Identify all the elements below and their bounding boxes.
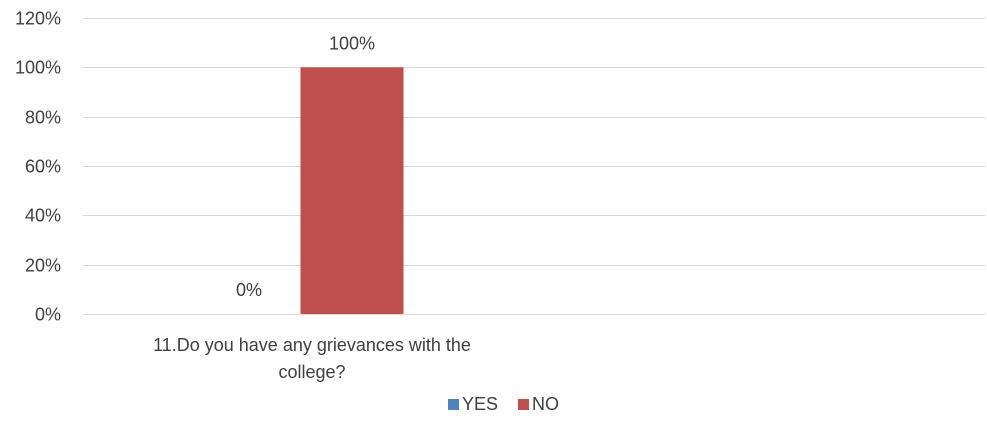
y-tick-label: 20% [25, 256, 61, 276]
bar-no [300, 67, 404, 314]
category-label: college? [278, 362, 345, 382]
data-label-no: 100% [329, 33, 375, 53]
legend-swatch-no [518, 399, 529, 410]
legend-label-yes: YES [462, 394, 498, 414]
y-tick-label: 100% [15, 58, 61, 78]
y-tick-label: 60% [25, 157, 61, 177]
legend: YES NO [448, 394, 559, 414]
legend-label-no: NO [532, 394, 559, 414]
y-tick-label: 40% [25, 206, 61, 226]
legend-swatch-yes [448, 399, 459, 410]
gridlines [83, 18, 985, 315]
category-label: 11.Do you have any grievances with the [153, 335, 471, 355]
y-tick-label: 80% [25, 108, 61, 128]
category-labels: 11.Do you have any grievances with the co… [153, 335, 471, 382]
y-tick-label: 120% [15, 9, 61, 29]
y-axis-tick-labels: 0% 20% 40% 60% 80% 100% 120% [15, 9, 61, 325]
bars [300, 67, 404, 314]
y-tick-label: 0% [35, 305, 61, 325]
data-labels: 0% 100% [236, 33, 375, 300]
data-label-yes: 0% [236, 280, 262, 300]
